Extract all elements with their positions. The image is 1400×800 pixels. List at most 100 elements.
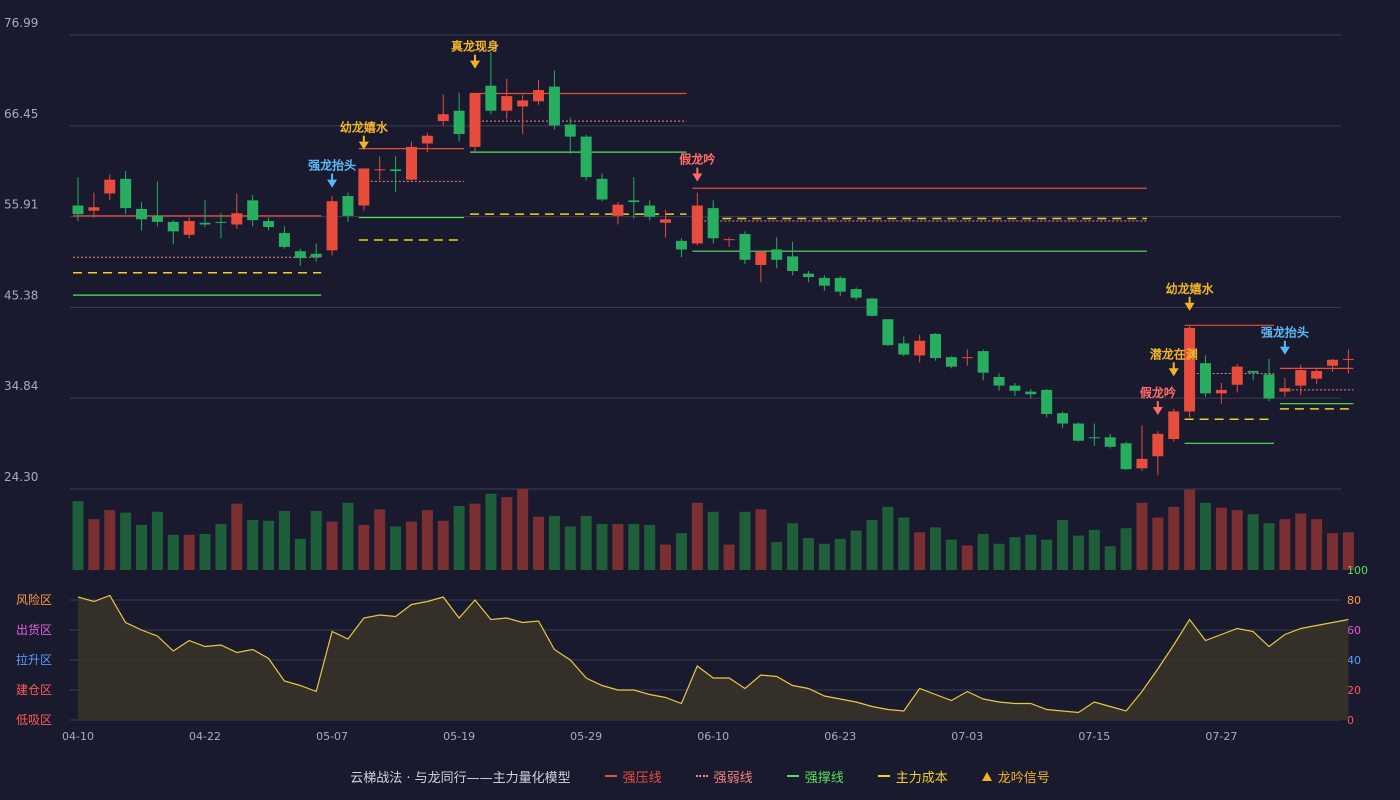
volume-bar: [771, 542, 783, 570]
candle-body: [310, 253, 322, 258]
volume-bar: [850, 530, 862, 570]
support-swatch: [786, 775, 799, 777]
volume-bar: [675, 533, 687, 570]
volume-bar: [1327, 533, 1339, 570]
oscillator-zone-label: 低吸区: [16, 713, 52, 727]
candle-body: [930, 333, 942, 359]
oscillator-y-tick-label: 60: [1347, 624, 1361, 637]
volume-bar: [1184, 489, 1196, 570]
candle-body: [914, 340, 926, 356]
candle-body: [739, 233, 751, 260]
candle-body: [1025, 391, 1037, 395]
volume-bar: [1009, 537, 1021, 570]
legend-label-dragon-signal: 龙吟信号: [997, 770, 1050, 786]
volume-bar: [1136, 502, 1148, 570]
volume-bar: [469, 503, 481, 570]
candle-body: [199, 222, 211, 225]
candle-body: [326, 201, 338, 251]
candle-body: [533, 90, 545, 102]
candle-body: [1168, 411, 1180, 440]
volume-bar: [72, 501, 84, 570]
volume-bar: [930, 527, 942, 570]
x-axis-date-label: 04-22: [189, 730, 221, 743]
volume-bar: [390, 526, 402, 570]
candle-body: [120, 178, 132, 209]
volume-bar: [1295, 513, 1307, 570]
volume-bar: [358, 524, 370, 570]
legend-item-weak-line[interactable]: 强弱线: [695, 767, 753, 786]
volume-bar: [1057, 519, 1069, 570]
volume-bar: [247, 519, 259, 570]
volume-bar: [612, 524, 624, 570]
candle-body: [850, 289, 862, 298]
volume-bar: [136, 524, 148, 570]
volume-bar: [1247, 514, 1259, 570]
signal-arrow-icon: [692, 173, 703, 182]
candle-body: [501, 96, 513, 111]
x-axis-date-label: 06-23: [824, 730, 856, 743]
candle-body: [247, 200, 259, 221]
candle-body: [787, 256, 799, 272]
volume-bar: [120, 512, 132, 570]
legend-item-dragon-signal[interactable]: 龙吟信号: [981, 767, 1050, 786]
volume-bar: [1120, 528, 1132, 570]
volume-bar: [183, 534, 195, 570]
x-axis-date-label: 07-27: [1205, 730, 1237, 743]
candle-body: [707, 208, 719, 239]
volume-bar: [104, 510, 116, 570]
candle-body: [660, 219, 672, 223]
volume-bar: [151, 511, 163, 570]
candle-body: [564, 124, 576, 137]
signal-arrow-icon: [1279, 346, 1290, 355]
legend-item-main-cost[interactable]: 主力成本: [877, 767, 948, 786]
legend-item-strong-pressure[interactable]: 强压线: [604, 767, 662, 786]
price-y-tick-label: 24.30: [4, 470, 38, 484]
x-axis-date-label: 06-10: [697, 730, 729, 743]
candle-body: [675, 240, 687, 250]
volume-bar: [691, 502, 703, 570]
volume-bar: [517, 488, 529, 570]
volume-bar: [660, 544, 672, 570]
price-y-tick-label: 66.45: [4, 107, 38, 121]
candle-body: [802, 273, 814, 278]
candle-body: [548, 86, 560, 126]
candle-body: [405, 146, 417, 180]
volume-bar: [739, 511, 751, 570]
candle-body: [961, 357, 973, 359]
volume-bar: [580, 515, 592, 570]
candle-body: [977, 351, 989, 373]
volume-bar: [1279, 519, 1291, 570]
volume-bar: [866, 519, 878, 570]
candle-body: [834, 277, 846, 292]
candle-body: [1088, 437, 1100, 439]
legend-title: 云梯战法 · 与龙同行——主力量化模型: [350, 770, 571, 786]
volume-bar: [1152, 517, 1164, 570]
candle-body: [628, 200, 640, 203]
candle-body: [294, 251, 306, 259]
legend-item-support[interactable]: 强撑线: [786, 767, 844, 786]
legend-label-main-cost: 主力成本: [895, 770, 948, 786]
candle-body: [1184, 327, 1196, 412]
candle-body: [136, 208, 148, 220]
volume-bar: [1342, 532, 1354, 570]
candle-body: [390, 169, 402, 172]
x-axis-date-label: 07-03: [951, 730, 983, 743]
volume-bar: [548, 515, 560, 570]
price-y-tick-label: 76.99: [4, 16, 38, 30]
volume-bar: [421, 510, 433, 570]
volume-bar: [755, 509, 767, 570]
volume-bar: [278, 510, 290, 570]
volume-bar: [485, 493, 497, 570]
volume-bar: [294, 538, 306, 570]
oscillator-line: [77, 594, 1349, 714]
signal-label: 真龙现身: [451, 39, 499, 54]
volume-bar: [215, 524, 227, 570]
volume-bar: [1025, 534, 1037, 570]
volume-bar: [945, 539, 957, 570]
candle-body: [1215, 389, 1227, 394]
candle-body: [612, 204, 624, 216]
volume-bar: [596, 524, 608, 570]
oscillator-y-tick-label: 40: [1347, 654, 1361, 667]
legend-label-support: 强撑线: [804, 770, 844, 786]
